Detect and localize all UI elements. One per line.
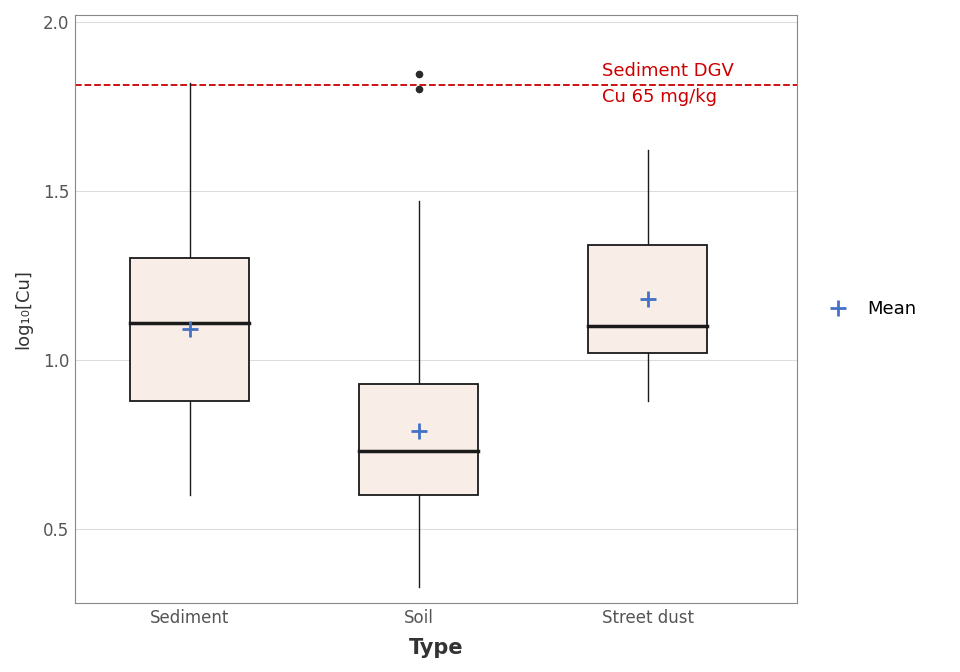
- Bar: [359, 384, 478, 495]
- Text: Cu 65 mg/kg: Cu 65 mg/kg: [602, 88, 717, 106]
- Legend: Mean: Mean: [820, 300, 917, 319]
- Bar: [130, 259, 249, 401]
- Y-axis label: log₁₀[Cu]: log₁₀[Cu]: [13, 269, 32, 349]
- Bar: [588, 245, 708, 353]
- X-axis label: Type: Type: [409, 638, 463, 658]
- Text: Sediment DGV: Sediment DGV: [602, 62, 733, 80]
